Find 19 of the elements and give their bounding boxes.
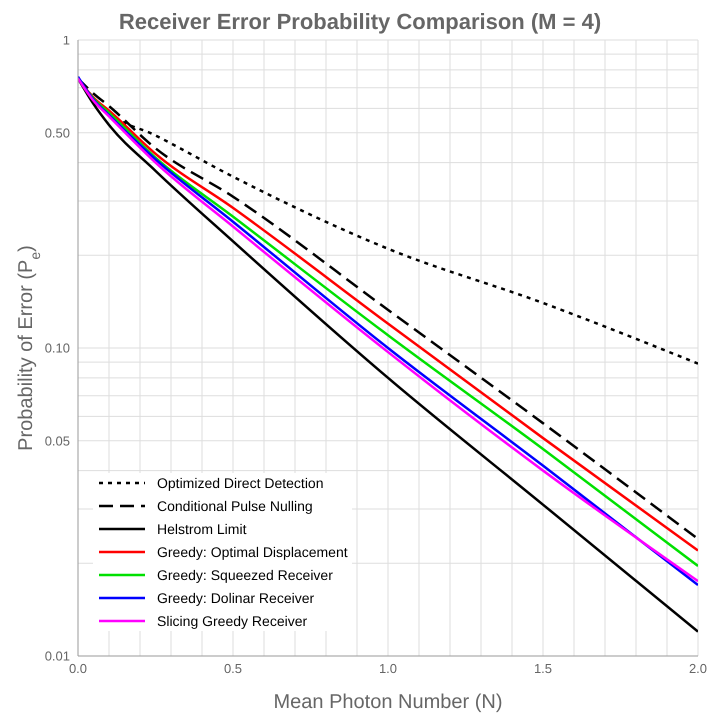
chart-title: Receiver Error Probability Comparison (M = 4) [118, 9, 602, 34]
x-tick-label: 1.5 [534, 661, 552, 676]
y-tick-label: 0.05 [44, 433, 70, 448]
y-tick-label: 0.10 [44, 340, 70, 356]
legend-label: Conditional Pulse Nulling [157, 498, 313, 514]
legend-label: Greedy: Dolinar Receiver [157, 590, 314, 606]
legend-label: Greedy: Optimal Displacement [157, 544, 348, 560]
y-tick-label: 1 [62, 32, 70, 48]
legend-label: Greedy: Squeezed Receiver [157, 567, 333, 583]
y-tick-label: 0.01 [44, 648, 70, 664]
legend-label: Optimized Direct Detection [157, 475, 324, 491]
x-tick-label: 1.0 [378, 661, 398, 676]
x-axis-title: Mean Photon Number (N) [274, 691, 502, 713]
x-tick-label: 0.5 [224, 661, 242, 676]
legend-label: Helstrom Limit [157, 521, 246, 537]
x-tick-label: 0.0 [68, 661, 88, 676]
x-tick-label: 2.0 [688, 661, 708, 676]
legend-label: Slicing Greedy Receiver [157, 613, 308, 629]
y-tick-label: 0.50 [44, 125, 70, 140]
